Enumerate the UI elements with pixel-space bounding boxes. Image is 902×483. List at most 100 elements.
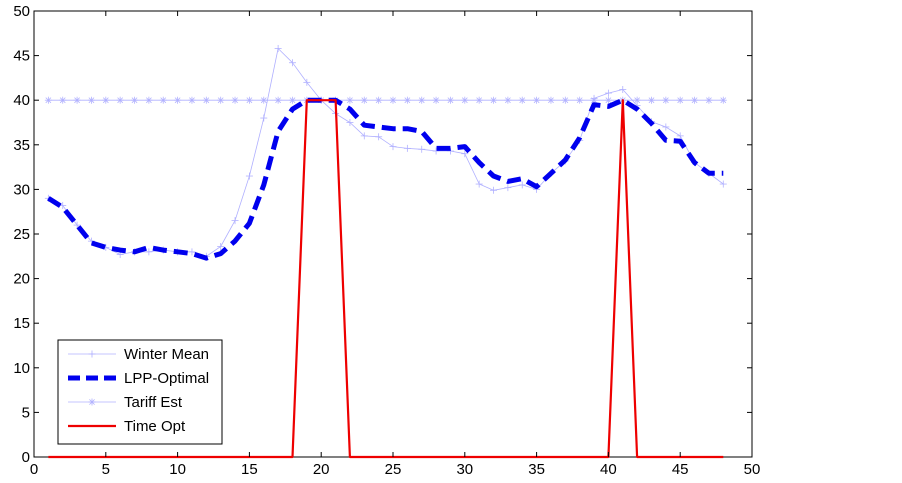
legend-label: Time Opt (124, 418, 186, 435)
series-point-tariff-est (231, 96, 239, 104)
series-point-tariff-est (662, 96, 670, 104)
series-point-tariff-est (576, 96, 584, 104)
series-point-tariff-est (533, 96, 541, 104)
y-tick-label: 50 (13, 3, 30, 20)
x-tick-label: 30 (456, 461, 473, 478)
series-point-winter-mean (676, 132, 684, 140)
series-point-winter-mean (389, 143, 397, 151)
y-tick-label: 0 (22, 449, 30, 466)
legend-item-tariff-est: Tariff Est (68, 394, 183, 411)
y-tick-label: 10 (13, 360, 30, 377)
series-point-winter-mean (360, 132, 368, 140)
series-point-tariff-est (375, 96, 383, 104)
series-point-tariff-est (202, 96, 210, 104)
x-tick-label: 5 (102, 461, 110, 478)
series-line-time-opt (48, 99, 724, 459)
x-tick-label: 50 (744, 461, 761, 478)
series-point-winter-mean (518, 181, 526, 189)
legend: Winter Mean LPP-Optimal Tariff Est Time Opt (57, 339, 223, 445)
series-point-tariff-est (475, 96, 483, 104)
series-point-winter-mean (461, 150, 469, 158)
series-point-tariff-est (346, 96, 354, 104)
series-point-tariff-est (87, 96, 95, 104)
series-point-winter-mean (73, 221, 81, 229)
series-point-tariff-est (274, 96, 282, 104)
series-point-tariff-est (676, 96, 684, 104)
x-tick-label: 45 (672, 461, 689, 478)
series-point-winter-mean (217, 242, 225, 250)
series-point-tariff-est (691, 96, 699, 104)
series-point-winter-mean (432, 147, 440, 155)
series-point-tariff-est (418, 96, 426, 104)
series-point-tariff-est (174, 96, 182, 104)
series-layer (44, 44, 727, 459)
series-point-winter-mean (662, 123, 670, 131)
series-point-winter-mean (504, 184, 512, 192)
series-point-tariff-est (389, 96, 397, 104)
x-tick-label: 40 (600, 461, 617, 478)
series-point-winter-mean (490, 186, 498, 194)
series-point-winter-mean (245, 172, 253, 180)
series-point-tariff-est (446, 96, 454, 104)
y-tick-label: 15 (13, 315, 30, 332)
series-point-winter-mean (188, 248, 196, 256)
series-point-tariff-est (159, 96, 167, 104)
series-point-winter-mean (590, 94, 598, 102)
series-point-winter-mean (619, 85, 627, 93)
x-tick-label: 20 (313, 461, 330, 478)
series-point-winter-mean (231, 217, 239, 225)
legend-label: LPP-Optimal (124, 370, 209, 387)
x-tick-label: 25 (385, 461, 402, 478)
series-point-tariff-est (518, 96, 526, 104)
series-point-tariff-est (145, 96, 153, 104)
series-point-tariff-est (131, 96, 139, 104)
y-tick-label: 40 (13, 92, 30, 109)
series-point-tariff-est (260, 96, 268, 104)
series-point-tariff-est (461, 96, 469, 104)
x-tick-label: 0 (30, 461, 38, 478)
series-point-tariff-est (116, 96, 124, 104)
series-point-tariff-est (647, 96, 655, 104)
series-point-tariff-est (561, 96, 569, 104)
axis-layer: 0 5 10 15 20 25 30 35 40 45 50 0 5 10 15 20 25 30 35 40 45 50 (13, 3, 760, 478)
x-tick-label: 35 (528, 461, 545, 478)
series-point-winter-mean (403, 144, 411, 152)
series-point-tariff-est (360, 96, 368, 104)
series-point-tariff-est (604, 96, 612, 104)
legend-label: Winter Mean (124, 346, 209, 363)
series-point-tariff-est (102, 96, 110, 104)
legend-label: Tariff Est (124, 394, 183, 411)
series-point-tariff-est (547, 96, 555, 104)
series-point-winter-mean (475, 180, 483, 188)
series-point-winter-mean (604, 89, 612, 97)
series-point-tariff-est (73, 96, 81, 104)
series-point-winter-mean (260, 114, 268, 122)
series-line-lpp-optimal (47, 97, 724, 261)
series-point-tariff-est (719, 96, 727, 104)
y-tick-label: 45 (13, 48, 30, 65)
y-tick-label: 25 (13, 226, 30, 243)
y-tick-label: 5 (22, 404, 30, 421)
y-tick-label: 30 (13, 181, 30, 198)
series-point-tariff-est (245, 96, 253, 104)
legend-item-lpp-optimal: LPP-Optimal (68, 370, 209, 387)
series-point-winter-mean (719, 180, 727, 188)
legend-item-time-opt: Time Opt (68, 418, 186, 435)
series-point-tariff-est (504, 96, 512, 104)
series-point-winter-mean (418, 145, 426, 153)
series-point-tariff-est (188, 96, 196, 104)
y-tick-label: 20 (13, 271, 30, 288)
x-tick-label: 10 (169, 461, 186, 478)
legend-item-winter-mean: Winter Mean (68, 346, 209, 363)
series-point-tariff-est (705, 96, 713, 104)
x-tick-label: 15 (241, 461, 258, 478)
series-point-tariff-est (403, 96, 411, 104)
series-point-winter-mean (274, 44, 282, 52)
series-point-tariff-est (217, 96, 225, 104)
series-point-tariff-est (59, 96, 67, 104)
series-point-tariff-est (490, 96, 498, 104)
series-point-winter-mean (346, 119, 354, 126)
series-point-tariff-est (44, 96, 52, 104)
y-tick-label: 35 (13, 137, 30, 154)
